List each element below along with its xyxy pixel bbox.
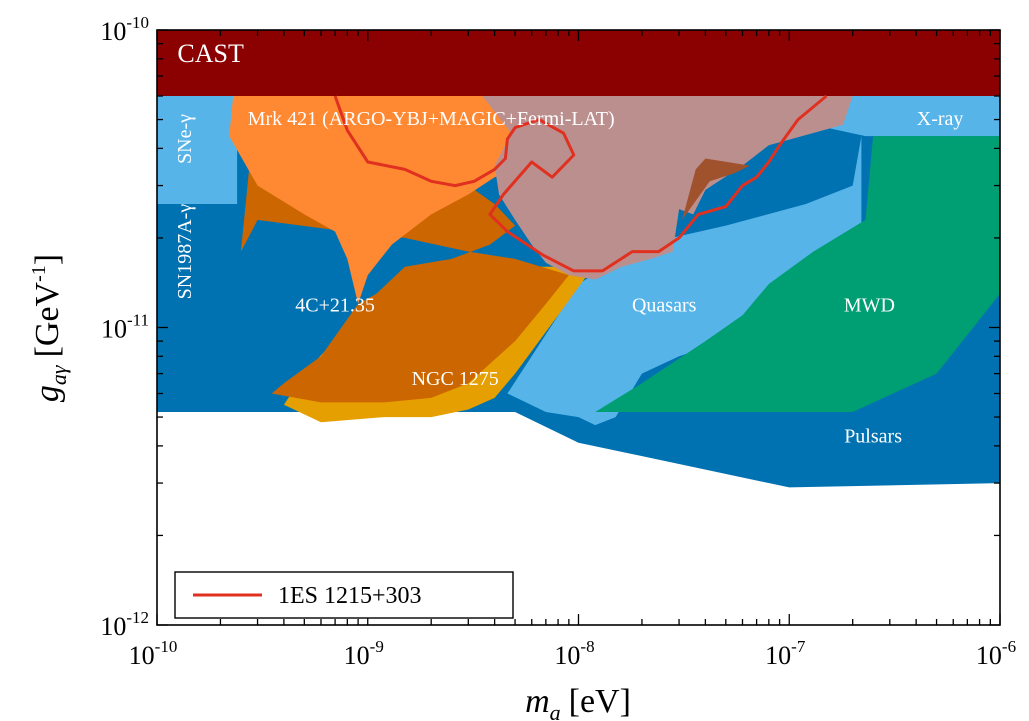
region-cast xyxy=(157,30,1000,96)
region-labels: SN1987A-γ Pulsars SNe-γ X-ray Quasars MWD NGC … xyxy=(174,39,963,448)
legend-label-1es-1215: 1ES 1215+303 xyxy=(278,583,422,609)
legend: 1ES 1215+303 xyxy=(174,571,514,619)
x-tick-label: 10-8 xyxy=(554,637,594,670)
series-layer xyxy=(333,94,828,273)
label-sn1987a: SN1987A-γ xyxy=(174,204,196,300)
x-tick-label: 10-10 xyxy=(129,637,178,670)
label-4c-21-35: 4C+21.35 xyxy=(295,295,375,317)
series-line-1es-1215-303 xyxy=(333,94,828,273)
region-overlap-dark xyxy=(682,158,750,220)
x-tick-label: 10-7 xyxy=(765,637,806,670)
label-ngc-1275: NGC 1275 xyxy=(412,368,499,390)
label-sne: SNe-γ xyxy=(174,114,196,164)
y-tick-label: 10-11 xyxy=(101,311,149,344)
region-quasars xyxy=(507,136,862,426)
label-x-ray: X-ray xyxy=(917,108,964,130)
x-tick-label: 10-9 xyxy=(344,637,384,670)
x-tick-label: 10-6 xyxy=(976,637,1016,670)
y-tick-label: 10-12 xyxy=(100,608,149,641)
exclusion-regions xyxy=(157,30,1000,488)
y-axis-title: gaγ[GeV-1] xyxy=(28,254,71,402)
axis-tick-labels: 10-10 10-9 10-8 10-7 10-6 10-12 10-11 10-10 xyxy=(100,13,1016,670)
label-mwd: MWD xyxy=(844,295,895,317)
y-tick-label: 10-10 xyxy=(100,13,149,46)
axis-ticks xyxy=(156,29,1001,626)
label-cast: CAST xyxy=(177,39,244,68)
label-pulsars: Pulsars xyxy=(844,426,902,448)
label-mrk-421-argo-ybj-magic-fermi-lat: Mrk 421 (ARGO-YBJ+MAGIC+Fermi-LAT) xyxy=(248,108,615,130)
label-quasars: Quasars xyxy=(632,295,697,317)
region-mwd xyxy=(578,136,1000,412)
region-mrk-421-brown xyxy=(482,96,853,280)
x-axis-title: ma [eV] xyxy=(525,683,631,721)
